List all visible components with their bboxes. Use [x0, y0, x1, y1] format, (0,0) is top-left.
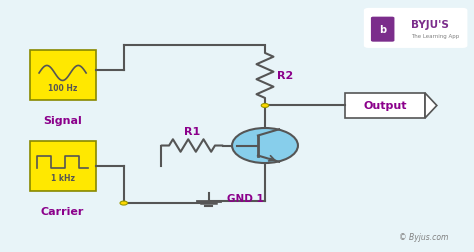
FancyBboxPatch shape	[364, 9, 467, 49]
Polygon shape	[425, 93, 437, 118]
Circle shape	[120, 201, 128, 205]
Circle shape	[232, 129, 298, 163]
Circle shape	[261, 104, 269, 108]
Text: The Learning App: The Learning App	[411, 34, 459, 39]
Text: R1: R1	[184, 126, 200, 136]
Text: Signal: Signal	[43, 116, 82, 126]
FancyBboxPatch shape	[30, 51, 96, 101]
FancyBboxPatch shape	[30, 141, 96, 191]
Text: 1 kHz: 1 kHz	[51, 173, 74, 182]
Text: R2: R2	[277, 71, 293, 81]
Text: GND 1: GND 1	[228, 193, 264, 203]
Text: Carrier: Carrier	[41, 206, 84, 216]
FancyBboxPatch shape	[345, 93, 425, 118]
Text: b: b	[379, 25, 386, 35]
Text: Output: Output	[363, 101, 407, 111]
FancyBboxPatch shape	[371, 18, 394, 43]
Text: BYJU'S: BYJU'S	[411, 20, 449, 30]
Text: 100 Hz: 100 Hz	[48, 83, 77, 92]
Text: © Byjus.com: © Byjus.com	[399, 232, 448, 241]
